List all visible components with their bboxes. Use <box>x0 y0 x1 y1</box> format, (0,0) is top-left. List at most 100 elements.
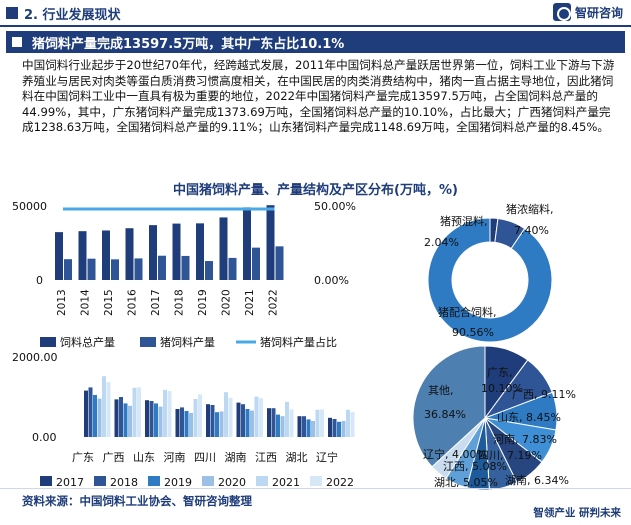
bar-province-year <box>198 394 202 437</box>
bar-province-year <box>180 407 184 437</box>
bar-province-year <box>276 414 280 437</box>
bar-province-year <box>311 421 315 437</box>
bar-province-year <box>219 411 224 437</box>
x-tick-year: 2016 <box>127 289 139 316</box>
legend-label-year: 2018 <box>110 476 138 489</box>
pie-label-premix: 猪预混料, <box>440 214 488 228</box>
x-tick-year: 2013 <box>56 289 68 316</box>
pie-value-complete: 90.56% <box>452 326 494 339</box>
logo-icon <box>552 3 571 21</box>
bar-province-year <box>280 416 285 437</box>
y-tick-province: 2000.00 <box>12 351 58 364</box>
legend-label-total-feed: 饲料总产量 <box>60 335 115 349</box>
bar-province-year <box>137 387 141 437</box>
bar-province-year <box>236 402 241 437</box>
y-left-tick: 50000 <box>12 200 47 213</box>
logo-text: 智研咨询 <box>574 5 623 20</box>
legend-label-year: 2017 <box>56 476 84 489</box>
bar-province-year <box>224 392 228 437</box>
bar-province-year <box>154 403 158 437</box>
bar-province-year <box>102 376 106 437</box>
bar-province-year <box>149 401 154 437</box>
banner-bullet-icon <box>12 37 22 47</box>
section-title: 2. 行业发展现状 <box>24 8 121 23</box>
bar-province-year <box>175 409 180 437</box>
bar-province-year <box>88 387 93 437</box>
bar-province-year <box>163 389 167 437</box>
section-marker-icon <box>6 7 18 19</box>
y-left-tick: 0 <box>36 274 43 287</box>
footer-slogan: 智领产业 研判未来 <box>533 507 621 519</box>
x-tick-year: 2021 <box>244 289 256 316</box>
bar-province-year <box>97 398 102 437</box>
legend-swatch-pig-feed <box>140 337 156 347</box>
y-tick-province: 0.00 <box>32 431 57 444</box>
x-tick-province: 山东 <box>133 451 155 464</box>
x-tick-province: 辽宁 <box>316 450 338 464</box>
bar-province-year <box>228 397 233 437</box>
bar-province-year <box>119 397 123 437</box>
pie-slice-province <box>412 345 486 468</box>
bar-pig-feed <box>111 259 119 280</box>
top-bar: 2. 行业发展现状 智研咨询 <box>0 0 631 27</box>
pie-label-province: 湖北, 5.05% <box>434 476 498 489</box>
bar-province-year <box>132 387 137 437</box>
legend-swatch-year <box>310 476 322 486</box>
bar-pig-feed <box>252 247 260 280</box>
pie-label-concentrate: 猪浓缩料, <box>506 202 554 216</box>
bar-pig-feed <box>275 246 284 280</box>
pie-label-province: 江西, 5.08% <box>443 460 507 473</box>
bar-province-year <box>332 419 337 437</box>
pie-label-complete: 猪配合饲料, <box>438 305 497 319</box>
x-tick-province: 湖南 <box>225 451 247 464</box>
bar-province-year <box>245 409 250 437</box>
bar-pig-feed <box>228 257 237 280</box>
bar-province-year <box>259 398 263 437</box>
pie-label-province: 辽宁, 4.00% <box>423 447 487 461</box>
headline-text: 猪饲料产量完成13597.5万吨，其中广东占比10.1% <box>32 37 345 52</box>
bar-total-feed <box>55 232 63 280</box>
pie-label-province: 四川, 7.19% <box>478 449 542 462</box>
bar-province-year <box>193 399 198 437</box>
pie-label-province: 山东, 8.45% <box>497 411 561 424</box>
bar-province-year <box>84 390 88 437</box>
bar-province-year <box>302 416 306 437</box>
bar-total-feed <box>78 231 87 280</box>
bar-total-feed <box>172 223 181 280</box>
legend-swatch-year <box>202 476 214 486</box>
bar-total-feed <box>219 217 228 280</box>
legend-label-year: 2022 <box>326 476 354 489</box>
pie-label-province: 湖南, 6.34% <box>505 474 569 487</box>
bar-province-year <box>210 405 215 437</box>
bar-province-year <box>306 419 311 437</box>
pie-label-province: 广西, 9.11% <box>512 388 576 401</box>
bar-province-year <box>145 400 149 437</box>
pie-value-province: 10.10% <box>481 382 523 395</box>
footer-divider <box>0 488 631 489</box>
x-tick-year: 2019 <box>197 289 209 316</box>
legend-swatch-year <box>256 476 268 486</box>
bar-total-feed <box>102 230 110 280</box>
x-tick-province: 江西 <box>255 451 277 464</box>
x-tick-year: 2018 <box>174 289 186 316</box>
body-paragraph: 中国饲料行业起步于20世纪70年代，经跨越式发展，2011年中国饲料总产量跃居世… <box>22 58 615 134</box>
x-tick-year: 2014 <box>80 289 92 316</box>
source-note: 资料来源：中国饲料工业协会、智研咨询整理 <box>22 494 252 508</box>
brand-logo: 智研咨询 <box>552 3 623 21</box>
bar-province-year <box>158 406 163 437</box>
bar-total-feed <box>266 205 275 280</box>
bar-province-year <box>346 409 350 437</box>
bar-province-year <box>189 413 193 437</box>
pie-value-premix: 2.04% <box>424 236 459 249</box>
bar-total-feed <box>149 225 157 280</box>
bar-pig-feed <box>181 255 190 280</box>
legend-swatch-year <box>148 476 160 486</box>
bar-province-year <box>93 395 97 437</box>
bar-province-year <box>341 421 346 437</box>
bar-province-year <box>297 416 302 437</box>
bar-province-year <box>215 412 219 437</box>
bar-pig-feed <box>158 255 166 280</box>
bar-total-feed <box>196 223 204 280</box>
legend-label-year: 2020 <box>218 476 246 489</box>
